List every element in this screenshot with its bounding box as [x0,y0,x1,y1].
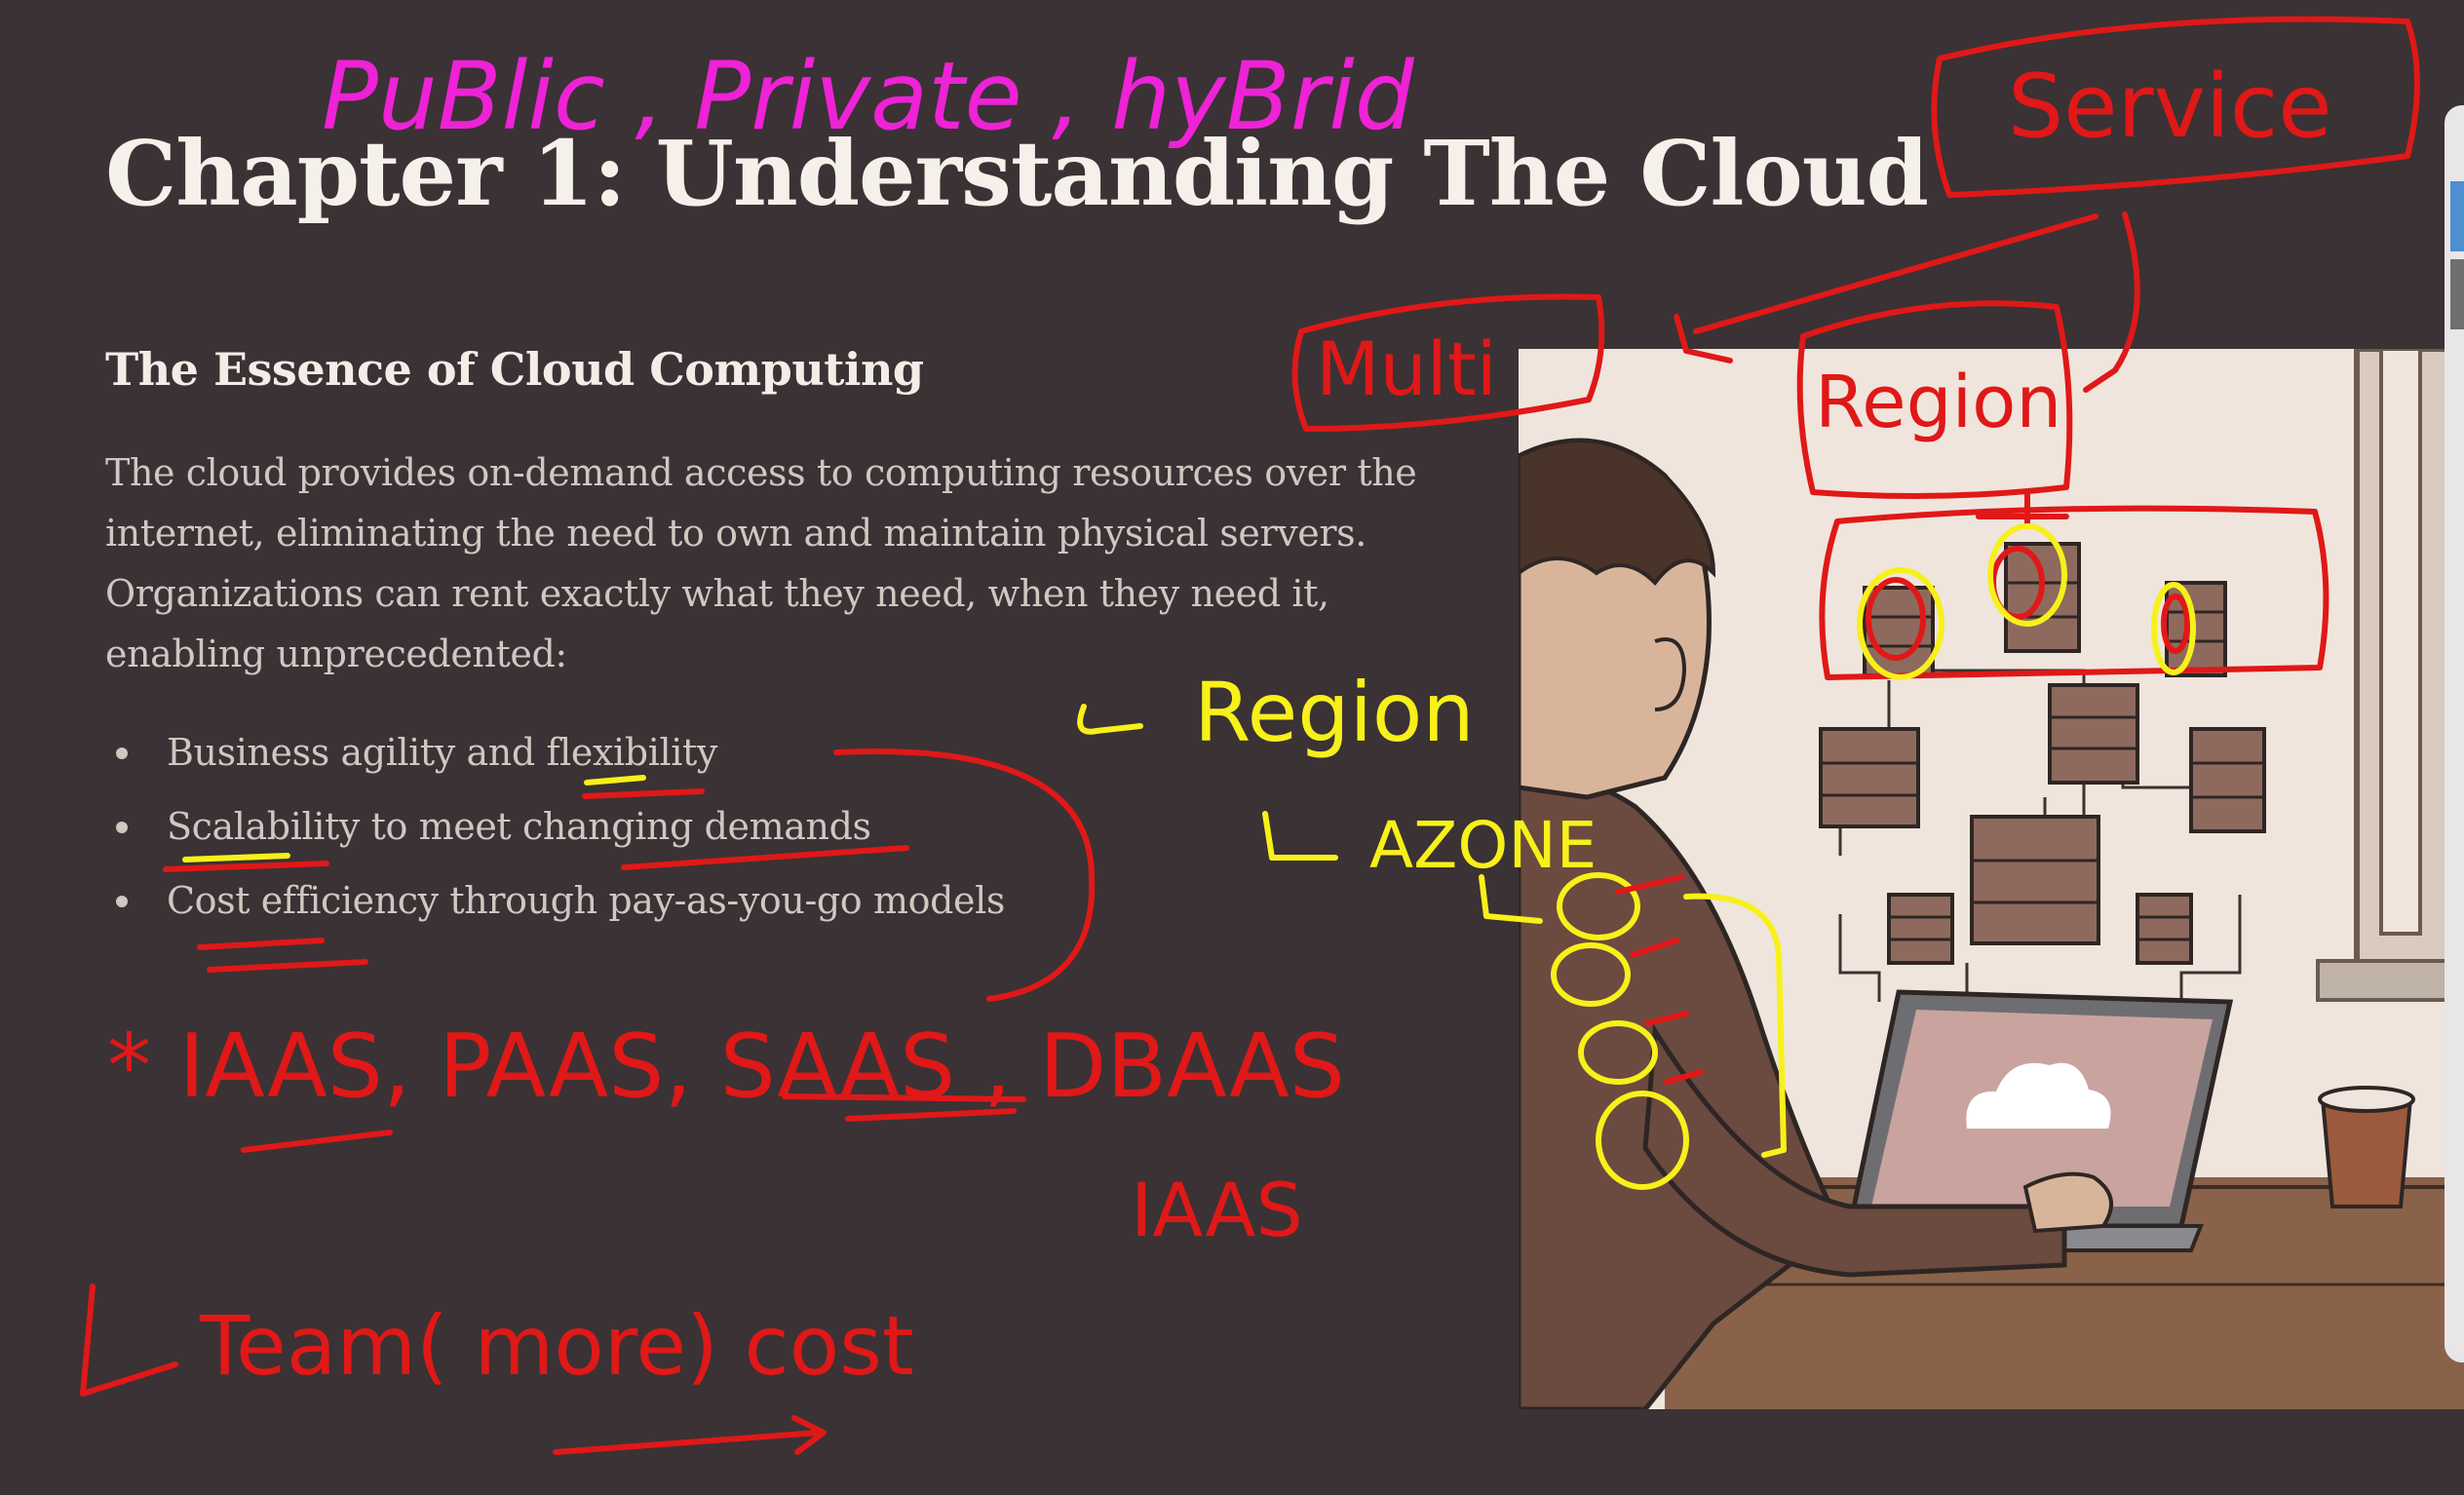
annotation-arrow [80,1284,178,1397]
annotation-service-box [1931,16,2420,198]
list-item: Business agility and flexibility [105,721,1005,795]
annotation-iaas: IAAS [1131,1167,1303,1253]
list-item: Cost efficiency through pay-as-you-go mo… [105,869,1005,943]
annotation-underline [241,1093,1026,1153]
panel-tab-blue[interactable] [2450,181,2464,251]
list-item: Scalability to meet changing demands [105,795,1005,869]
side-panel-edge[interactable] [2445,105,2464,1362]
panel-tab-gray[interactable] [2450,259,2464,329]
section-heading: The Essence of Cloud Computing [105,343,924,396]
list-item-text: Scalability to meet changing demands [167,805,871,848]
annotation-service: Service [2008,56,2332,158]
annotation-team-note: Team( more) cost [199,1298,914,1394]
annotation-arrow [1693,213,2098,334]
annotation-yellow-mark [1077,704,1143,735]
list-item-text: Cost efficiency through pay-as-you-go mo… [167,879,1005,922]
slide-title: Chapter 1: Understanding The Cloud [105,121,1929,226]
bullet-dot [116,896,128,907]
list-item-text: Business agility and flexibility [167,731,717,774]
annotation-multi: Multi [1316,326,1497,412]
benefits-list: Business agility and flexibility Scalabi… [105,721,1005,943]
annotation-arrow [553,1415,827,1455]
body-paragraph: The cloud provides on-demand access to c… [105,451,1417,675]
annotation-services-list: * IAAS, PAAS, SAAS , DBAAS [107,1016,1345,1118]
bullet-dot [116,822,128,833]
annotation-underline [197,938,368,973]
bullet-dot [116,748,128,759]
cloud-illustration [1519,349,2464,1409]
annotation-yellow-mark [1262,811,1338,861]
illustration-drawing [1519,349,2464,1409]
